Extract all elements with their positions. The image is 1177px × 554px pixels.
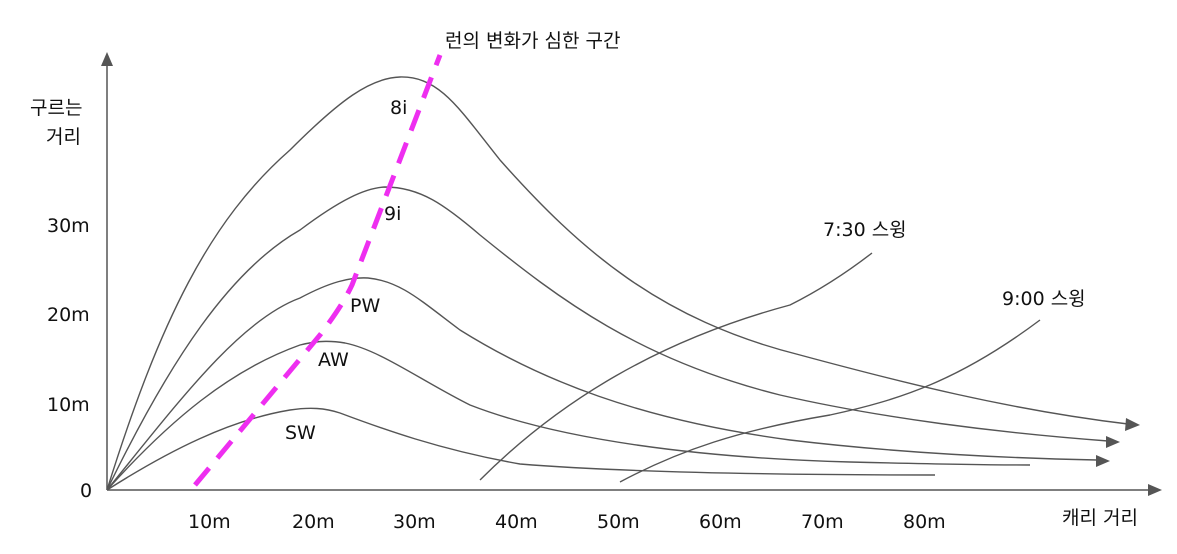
swing-line-730 bbox=[479, 252, 873, 481]
curve-8i-arrow bbox=[1125, 418, 1140, 431]
club-label-pw: PW bbox=[350, 295, 380, 317]
swing-label-730: 7:30 스윙 bbox=[823, 219, 907, 241]
swing-line-900 bbox=[619, 319, 1041, 483]
curve-9i-arrow bbox=[1106, 436, 1120, 448]
y-axis-label-line1: 구르는 bbox=[30, 97, 82, 119]
curve-pw-arrow bbox=[1096, 455, 1110, 467]
variation-zone-line bbox=[193, 54, 443, 487]
curve-aw bbox=[106, 340, 1031, 491]
y-tick-20m: 20m bbox=[47, 304, 90, 326]
y-tick-0: 0 bbox=[80, 480, 92, 502]
club-label-9i: 9i bbox=[384, 203, 401, 225]
x-axis-arrow bbox=[1148, 484, 1162, 496]
x-tick-70m: 70m bbox=[801, 511, 844, 533]
y-axis-label-line2: 거리 bbox=[46, 126, 81, 148]
club-label-sw: SW bbox=[285, 422, 316, 444]
curve-pw bbox=[106, 277, 1098, 491]
y-tick-30m: 30m bbox=[47, 215, 90, 237]
club-label-8i: 8i bbox=[390, 97, 407, 119]
curve-9i bbox=[106, 186, 1109, 491]
x-tick-10m: 10m bbox=[188, 511, 231, 533]
x-tick-20m: 20m bbox=[292, 511, 335, 533]
swing-label-900: 9:00 스윙 bbox=[1002, 288, 1086, 310]
x-tick-50m: 50m bbox=[597, 511, 640, 533]
club-label-aw: AW bbox=[318, 349, 349, 371]
y-tick-10m: 10m bbox=[47, 394, 90, 416]
x-axis-label: 캐리 거리 bbox=[1062, 507, 1138, 529]
x-tick-80m: 80m bbox=[903, 511, 946, 533]
curve-sw bbox=[106, 407, 936, 491]
curve-8i bbox=[106, 76, 1129, 491]
variation-zone-label: 런의 변화가 심한 구간 bbox=[445, 30, 620, 52]
y-axis-arrow bbox=[101, 52, 113, 66]
x-tick-30m: 30m bbox=[393, 511, 436, 533]
x-tick-40m: 40m bbox=[495, 511, 538, 533]
x-tick-60m: 60m bbox=[699, 511, 742, 533]
